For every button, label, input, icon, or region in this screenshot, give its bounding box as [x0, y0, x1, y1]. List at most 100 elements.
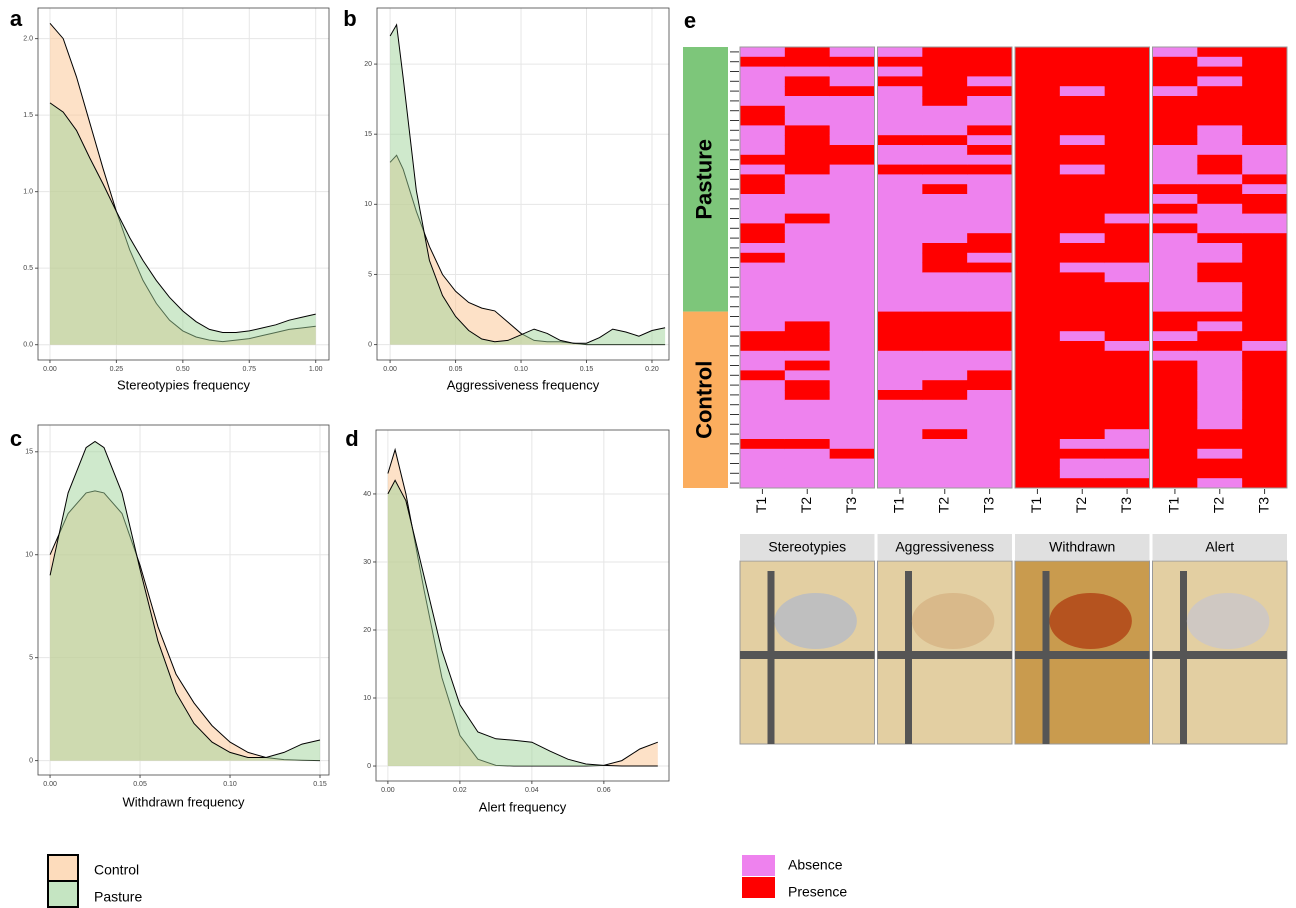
x-tick-label: 0.05: [449, 366, 463, 373]
heat-cell: [1152, 174, 1198, 185]
x-axis-title: Alert frequency: [479, 799, 567, 814]
density-line: [387, 479, 658, 767]
heat-cell: [1059, 272, 1106, 283]
heat-cell: [1242, 390, 1288, 401]
facet-strip: [877, 534, 1012, 560]
heat-cell: [829, 292, 875, 303]
heat-cell: [1152, 115, 1198, 126]
heat-cell: [1015, 350, 1061, 362]
heat-cell: [784, 292, 831, 303]
heat-cell: [784, 164, 831, 175]
heat-cell: [1242, 203, 1288, 215]
heat-cell: [922, 66, 968, 77]
heat-cell: [784, 252, 831, 264]
heat-cell: [829, 56, 875, 68]
heat-cell: [1242, 105, 1288, 117]
y-tick-label: 30: [363, 559, 371, 566]
heat-cell: [1197, 360, 1243, 371]
heat-cell: [1015, 331, 1061, 342]
heat-cell: [784, 380, 831, 391]
heat-cell: [1015, 468, 1061, 479]
heat-cell: [1015, 86, 1061, 97]
heat-cell: [1059, 66, 1106, 77]
heat-cell: [922, 341, 968, 352]
heat-cell: [1152, 56, 1198, 68]
stall-bar: [740, 651, 875, 659]
heat-cell: [1059, 341, 1106, 352]
heat-cell: [877, 66, 923, 77]
heat-cell: [1242, 86, 1288, 97]
heat-cell: [1152, 380, 1198, 391]
heat-cell: [740, 203, 786, 215]
heat-cell: [784, 262, 831, 273]
heat-cell: [829, 419, 875, 430]
heat-cell: [829, 115, 875, 126]
heat-cell: [877, 429, 923, 440]
heat-cell: [922, 448, 968, 460]
heat-cell: [1152, 341, 1198, 352]
column-label: T2: [798, 497, 814, 514]
heat-cell: [1197, 86, 1243, 97]
heat-cell: [829, 448, 875, 460]
heat-cell: [740, 399, 786, 411]
heat-cell: [922, 76, 968, 87]
heat-cell: [1242, 96, 1288, 107]
heat-cell: [829, 184, 875, 195]
heat-cell: [784, 145, 831, 156]
heat-cell: [784, 135, 831, 146]
heat-cell: [922, 292, 968, 303]
heat-cell: [829, 213, 875, 224]
heat-cell: [784, 448, 831, 460]
heat-cell: [1015, 213, 1061, 224]
heat-cell: [1152, 164, 1198, 175]
heat-cell: [1197, 76, 1243, 87]
heat-cell: [1104, 448, 1150, 460]
heat-cell: [877, 301, 923, 313]
heat-cell: [740, 164, 786, 175]
heat-cell: [1015, 252, 1061, 264]
heat-cell: [967, 213, 1013, 224]
facet-border: [1014, 46, 1150, 489]
y-tick-label: 10: [25, 552, 33, 559]
heat-cell: [967, 203, 1013, 215]
heat-cell: [829, 223, 875, 234]
heat-cell: [1059, 468, 1106, 479]
heat-cell: [1104, 135, 1150, 146]
heat-cell: [1104, 96, 1150, 107]
heat-cell: [1242, 154, 1288, 166]
heat-cell: [1104, 115, 1150, 126]
group-bar: [683, 47, 728, 312]
heat-cell: [922, 145, 968, 156]
heat-cell: [877, 399, 923, 411]
heat-cell: [877, 252, 923, 264]
heat-cell: [877, 145, 923, 156]
legend-swatch: [47, 854, 79, 882]
heat-cell: [967, 458, 1013, 469]
heat-cell: [1197, 174, 1243, 185]
heat-cell: [1197, 292, 1243, 303]
heat-cell: [922, 419, 968, 430]
heat-cell: [1197, 419, 1243, 430]
heat-cell: [922, 223, 968, 234]
heat-cell: [1059, 301, 1106, 313]
density-area: [390, 155, 666, 345]
heat-cell: [1104, 390, 1150, 401]
heat-cell: [1197, 409, 1243, 420]
heat-cell: [1197, 125, 1243, 136]
heat-cell: [967, 252, 1013, 264]
heat-cell: [1104, 164, 1150, 175]
heat-cell: [1242, 233, 1288, 244]
heat-cell: [922, 360, 968, 371]
heat-cell: [1015, 311, 1061, 322]
heat-cell: [922, 331, 968, 342]
heat-cell: [922, 243, 968, 254]
heat-cell: [922, 194, 968, 205]
heat-cell: [829, 252, 875, 264]
heat-cell: [829, 468, 875, 479]
density-area: [50, 441, 320, 761]
heat-cell: [1059, 174, 1106, 185]
heat-cell: [967, 439, 1013, 450]
heat-cell: [829, 125, 875, 136]
heat-cell: [829, 341, 875, 352]
y-tick-label: 2.0: [23, 35, 33, 42]
